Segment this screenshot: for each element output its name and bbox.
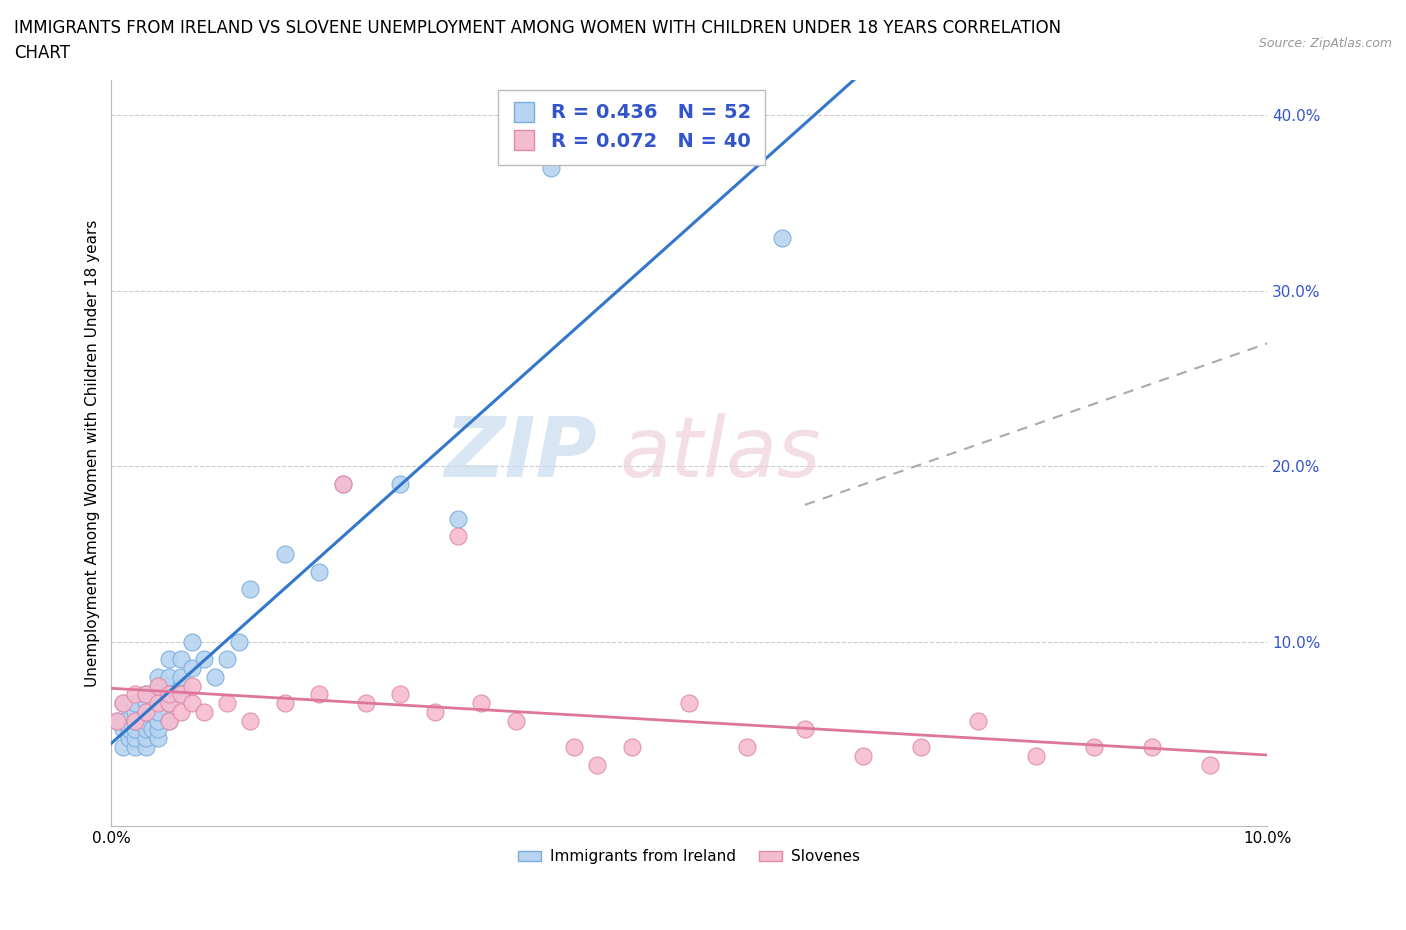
Point: [735, 739, 758, 754]
Point: [146, 687, 169, 702]
Point: [239, 581, 262, 596]
Point: [586, 757, 609, 772]
Point: [770, 231, 793, 246]
Point: [170, 687, 193, 702]
Point: [146, 705, 169, 720]
Point: [157, 696, 180, 711]
Point: [562, 739, 585, 754]
Point: [157, 696, 180, 711]
Point: [1025, 749, 1047, 764]
Point: [447, 529, 470, 544]
Point: [124, 687, 146, 702]
Point: [124, 713, 146, 728]
Point: [354, 696, 377, 711]
Point: [157, 713, 180, 728]
Point: [146, 696, 169, 711]
Point: [146, 731, 169, 746]
Point: [124, 696, 146, 711]
Point: [1198, 757, 1220, 772]
Point: [620, 739, 643, 754]
Text: Source: ZipAtlas.com: Source: ZipAtlas.com: [1258, 37, 1392, 50]
Point: [181, 634, 204, 649]
Point: [389, 476, 412, 491]
Point: [170, 687, 193, 702]
Point: [389, 687, 412, 702]
Point: [170, 705, 193, 720]
Point: [146, 678, 169, 693]
Text: IMMIGRANTS FROM IRELAND VS SLOVENE UNEMPLOYMENT AMONG WOMEN WITH CHILDREN UNDER : IMMIGRANTS FROM IRELAND VS SLOVENE UNEMP…: [14, 19, 1062, 61]
Point: [170, 670, 193, 684]
Point: [111, 722, 134, 737]
Point: [1083, 739, 1105, 754]
Point: [308, 565, 330, 579]
Point: [141, 722, 163, 737]
Point: [157, 687, 180, 702]
Point: [135, 731, 157, 746]
Point: [794, 722, 817, 737]
Point: [193, 705, 215, 720]
Point: [423, 705, 446, 720]
Point: [146, 670, 169, 684]
Point: [332, 476, 354, 491]
Point: [274, 547, 297, 562]
Point: [967, 713, 990, 728]
Point: [135, 687, 157, 702]
Point: [505, 713, 527, 728]
Point: [135, 687, 157, 702]
Point: [470, 696, 492, 711]
Point: [239, 713, 262, 728]
Point: [124, 739, 146, 754]
Point: [135, 705, 157, 720]
Point: [170, 652, 193, 667]
Point: [228, 634, 250, 649]
Point: [135, 713, 157, 728]
Legend: Immigrants from Ireland, Slovenes: Immigrants from Ireland, Slovenes: [512, 844, 866, 870]
Point: [105, 713, 128, 728]
Point: [157, 713, 180, 728]
Point: [111, 739, 134, 754]
Point: [181, 696, 204, 711]
Point: [135, 722, 157, 737]
Point: [135, 696, 157, 711]
Point: [146, 722, 169, 737]
Point: [1140, 739, 1163, 754]
Point: [204, 670, 226, 684]
Point: [157, 670, 180, 684]
Point: [181, 678, 204, 693]
Point: [135, 739, 157, 754]
Point: [215, 652, 238, 667]
Point: [540, 160, 562, 175]
Point: [146, 678, 169, 693]
Point: [118, 722, 141, 737]
Point: [157, 652, 180, 667]
Point: [124, 713, 146, 728]
Point: [111, 713, 134, 728]
Point: [124, 705, 146, 720]
Point: [105, 713, 128, 728]
Point: [170, 678, 193, 693]
Point: [910, 739, 932, 754]
Point: [181, 660, 204, 675]
Point: [678, 696, 700, 711]
Point: [157, 687, 180, 702]
Point: [124, 731, 146, 746]
Point: [157, 678, 180, 693]
Text: ZIP: ZIP: [444, 413, 598, 494]
Point: [193, 652, 215, 667]
Point: [124, 722, 146, 737]
Point: [447, 512, 470, 526]
Point: [332, 476, 354, 491]
Text: atlas: atlas: [620, 413, 821, 494]
Point: [308, 687, 330, 702]
Point: [118, 731, 141, 746]
Y-axis label: Unemployment Among Women with Children Under 18 years: Unemployment Among Women with Children U…: [86, 219, 100, 686]
Point: [146, 713, 169, 728]
Point: [135, 705, 157, 720]
Point: [852, 749, 875, 764]
Point: [111, 696, 134, 711]
Point: [111, 696, 134, 711]
Point: [215, 696, 238, 711]
Point: [274, 696, 297, 711]
